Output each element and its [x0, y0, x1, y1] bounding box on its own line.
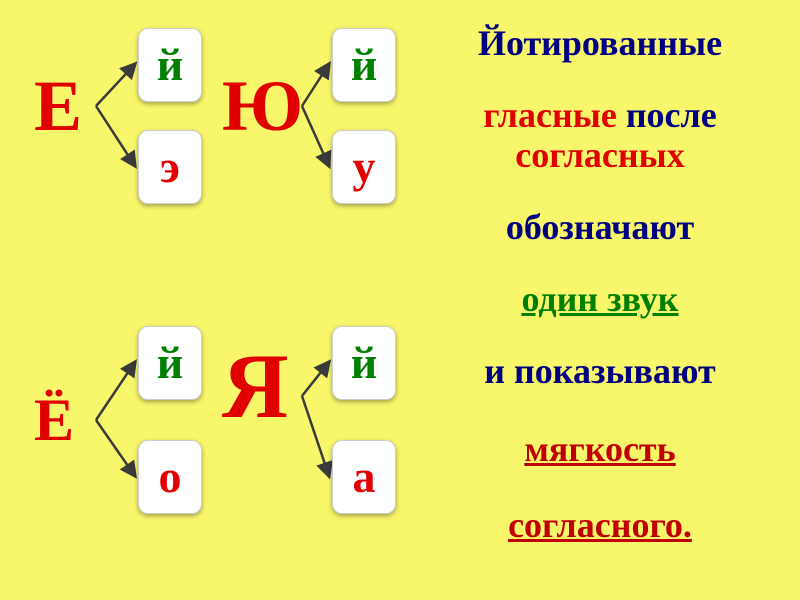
iotated-letter: Ё	[34, 390, 74, 450]
text-segment: один звук	[521, 279, 678, 319]
text-line: и показывают	[430, 350, 770, 393]
text-segment: гласные	[483, 95, 617, 135]
text-line: Йотированные	[430, 22, 770, 65]
text-segment: показывают	[514, 351, 716, 391]
sound-card: й	[138, 326, 202, 400]
text-line: гласные после	[430, 94, 770, 137]
arrow	[96, 420, 135, 476]
text-segment: мягкость	[524, 429, 675, 469]
arrow	[96, 362, 135, 420]
iotated-letter: Ю	[222, 70, 303, 142]
text-segment: обозначают	[506, 207, 694, 247]
text-segment: Йотированные	[478, 23, 722, 63]
arrow	[96, 106, 135, 166]
text-segment: после	[626, 95, 717, 135]
text-line: согласных	[430, 134, 770, 177]
text-segment: согласного.	[508, 505, 692, 545]
sound-card: у	[332, 130, 396, 204]
text-segment: и	[484, 351, 505, 391]
arrow	[302, 64, 329, 106]
arrow	[96, 64, 135, 106]
arrow	[302, 106, 329, 166]
sound-card: о	[138, 440, 202, 514]
text-line: согласного.	[430, 504, 770, 547]
iotated-letter: Я	[222, 340, 288, 432]
sound-card: э	[138, 130, 202, 204]
sound-card: й	[138, 28, 202, 102]
iotated-letter: Е	[34, 70, 82, 142]
text-line: один звук	[430, 278, 770, 321]
text-segment: согласных	[515, 135, 685, 175]
sound-card: й	[332, 28, 396, 102]
text-segment	[505, 351, 514, 391]
arrow	[302, 396, 329, 476]
text-segment	[617, 95, 626, 135]
text-line: мягкость	[430, 428, 770, 471]
sound-card: а	[332, 440, 396, 514]
arrow	[302, 362, 329, 396]
text-line: обозначают	[430, 206, 770, 249]
sound-card: й	[332, 326, 396, 400]
